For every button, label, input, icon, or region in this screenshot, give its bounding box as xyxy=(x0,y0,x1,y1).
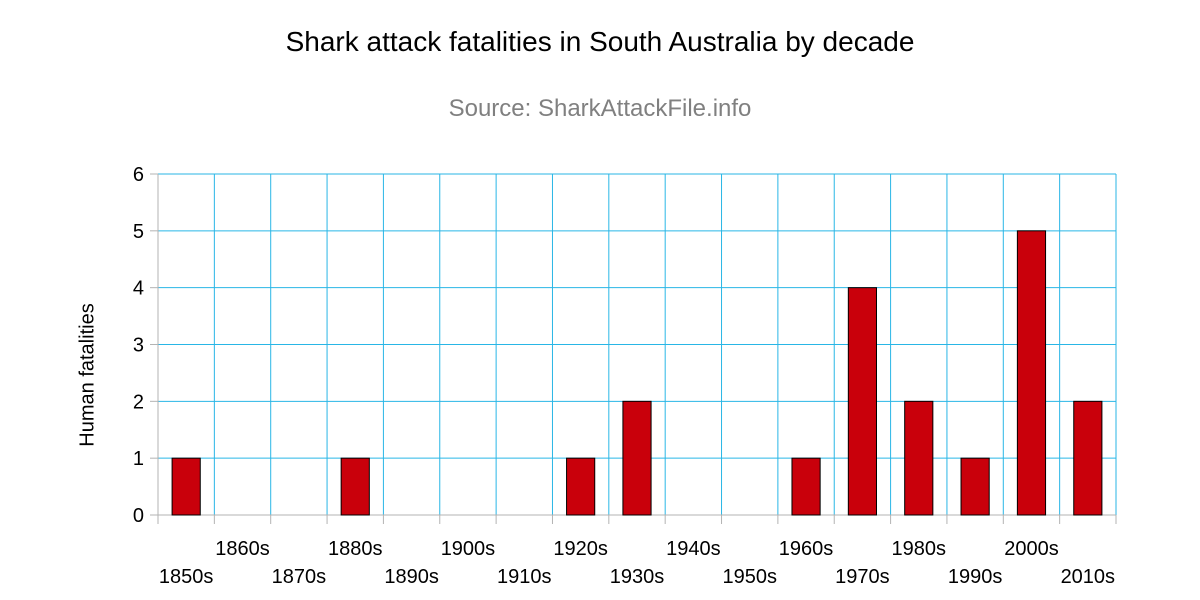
y-tick-label: 0 xyxy=(133,505,144,527)
x-tick-label: 2000s xyxy=(1004,538,1059,560)
bar-1960s xyxy=(791,457,821,516)
bar-1920s xyxy=(566,457,596,516)
x-tick-label: 1920s xyxy=(553,538,608,560)
x-tick-label: 1940s xyxy=(666,538,721,560)
bar-1850s xyxy=(171,457,201,516)
bar-1880s xyxy=(340,457,370,516)
x-tick-label: 1890s xyxy=(384,566,439,588)
y-tick-label: 1 xyxy=(133,448,144,470)
bar-2010s xyxy=(1073,400,1103,516)
y-tick-label: 2 xyxy=(133,391,144,413)
y-tick-label: 6 xyxy=(133,164,144,186)
x-tick-label: 1990s xyxy=(948,566,1003,588)
x-tick-label: 1960s xyxy=(779,538,834,560)
bar-1930s xyxy=(622,400,652,516)
x-tick-label: 1980s xyxy=(892,538,947,560)
y-tick-label: 4 xyxy=(133,278,144,300)
bar-1970s xyxy=(847,287,878,516)
chart-subtitle: Source: SharkAttackFile.info xyxy=(448,95,752,122)
chart-title: Shark attack fatalities in South Austral… xyxy=(285,26,915,57)
x-tick-label: 1860s xyxy=(215,538,270,560)
bar-1980s xyxy=(904,400,934,516)
x-tick-label: 1910s xyxy=(497,566,552,588)
x-tick-label: 1900s xyxy=(441,538,496,560)
bar-2000s xyxy=(1016,230,1047,516)
x-tick-label: 1950s xyxy=(722,566,777,588)
x-tick-label: 1850s xyxy=(159,566,214,588)
y-tick-label: 3 xyxy=(133,335,144,357)
x-tick-label: 1930s xyxy=(610,566,665,588)
y-tick-label: 5 xyxy=(133,221,144,243)
bar-1990s xyxy=(960,457,990,516)
x-tick-label: 1870s xyxy=(272,566,327,588)
x-tick-label: 1970s xyxy=(835,566,890,588)
x-tick-label: 1880s xyxy=(328,538,383,560)
x-tick-label: 2010s xyxy=(1061,566,1116,588)
